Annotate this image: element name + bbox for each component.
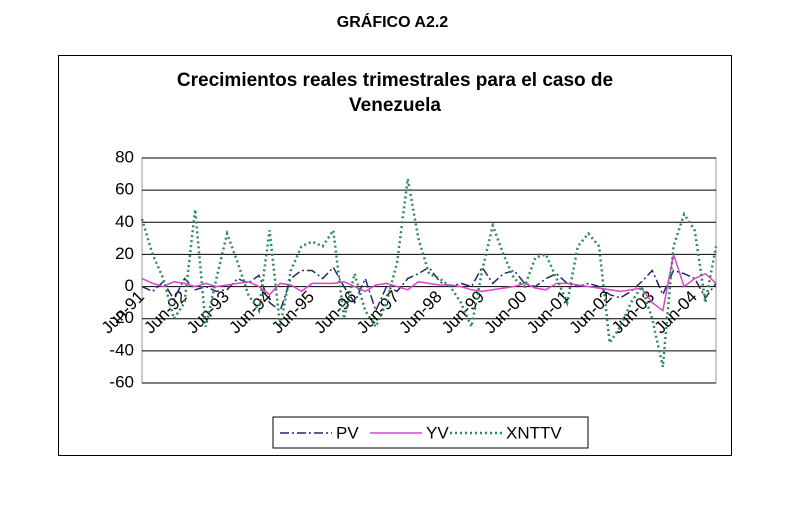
legend-label: YV xyxy=(426,423,449,442)
y-tick-label: 40 xyxy=(115,212,134,231)
y-tick-label: -40 xyxy=(109,340,134,359)
chart-title: Crecimientos reales trimestrales para el… xyxy=(176,70,614,116)
y-tick-label: 80 xyxy=(115,147,134,166)
x-tick-label: Jun-96 xyxy=(310,287,360,337)
legend-label: XNTTV xyxy=(506,423,562,442)
x-tick-label: Jun-99 xyxy=(438,287,488,337)
x-tick-label: Jun-92 xyxy=(140,287,190,337)
x-tick-label: Jun-04 xyxy=(651,287,701,337)
chart-frame xyxy=(58,55,732,456)
x-tick-label: Jun-00 xyxy=(480,287,530,337)
y-tick-label: 20 xyxy=(115,244,134,263)
legend-box xyxy=(272,416,589,449)
series-line xyxy=(140,178,718,368)
x-tick-label: Jun-98 xyxy=(395,287,445,337)
y-tick-label: 0 xyxy=(125,276,134,295)
page-title: GRÁFICO A2.2 xyxy=(336,14,449,31)
x-tick-label: Jun-01 xyxy=(523,287,573,337)
x-tick-label: Jun-91 xyxy=(98,287,148,337)
y-tick-label: -20 xyxy=(109,308,134,327)
plot-area xyxy=(141,157,717,384)
x-tick-label: Jun-94 xyxy=(225,287,275,337)
y-tick-label: 60 xyxy=(115,180,134,199)
series-line xyxy=(141,251,717,313)
legend-label: PV xyxy=(336,423,359,442)
y-tick-label: -60 xyxy=(109,372,134,391)
